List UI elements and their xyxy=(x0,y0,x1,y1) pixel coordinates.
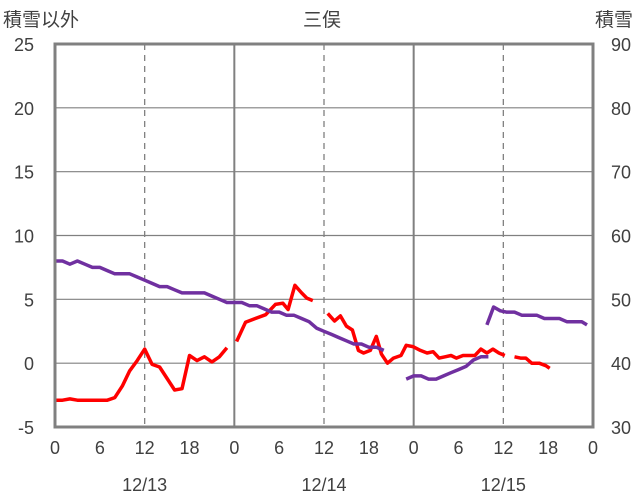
x-tick-label: 6 xyxy=(274,438,284,458)
snow-depth-line xyxy=(405,355,489,381)
left-tick-label: 0 xyxy=(24,354,34,374)
chart-title: 三俣 xyxy=(303,9,341,31)
date-label: 12/15 xyxy=(481,475,526,495)
x-tick-label: 0 xyxy=(588,438,598,458)
left-tick-label: 5 xyxy=(24,290,34,310)
x-tick-label: 6 xyxy=(453,438,463,458)
left-tick-label: 20 xyxy=(14,99,34,119)
right-tick-label: 70 xyxy=(611,163,631,183)
right-axis-label: 積雪 xyxy=(595,9,633,31)
temperature-line xyxy=(235,283,314,343)
date-label: 12/14 xyxy=(301,475,346,495)
x-tick-label: 0 xyxy=(50,438,60,458)
x-tick-label: 12 xyxy=(135,438,155,458)
x-tick-label: 6 xyxy=(95,438,105,458)
temperature-line xyxy=(55,346,229,402)
x-tick-label: 18 xyxy=(538,438,558,458)
right-tick-label: 50 xyxy=(611,290,631,310)
x-tick-label: 0 xyxy=(409,438,419,458)
temperature-line xyxy=(514,355,551,370)
date-label: 12/13 xyxy=(122,475,167,495)
plot-frame xyxy=(53,42,595,429)
snow-depth-line xyxy=(485,305,588,327)
right-tick-label: 90 xyxy=(611,35,631,55)
left-tick-label: 15 xyxy=(14,163,34,183)
x-tick-label: 18 xyxy=(359,438,379,458)
grid xyxy=(55,44,593,427)
right-tick-label: 40 xyxy=(611,354,631,374)
x-tick-label: 12 xyxy=(314,438,334,458)
right-tick-label: 60 xyxy=(611,227,631,247)
series-layer xyxy=(55,259,588,402)
right-tick-label: 80 xyxy=(611,99,631,119)
x-tick-label: 18 xyxy=(179,438,199,458)
snow-depth-line xyxy=(55,259,385,353)
left-tick-label: 10 xyxy=(14,227,34,247)
right-tick-label: 30 xyxy=(611,418,631,438)
left-axis-label: 積雪以外 xyxy=(3,9,79,31)
x-tick-label: 12 xyxy=(493,438,513,458)
temperature-line xyxy=(326,312,506,365)
x-tick-label: 0 xyxy=(229,438,239,458)
left-tick-label: -5 xyxy=(18,418,34,438)
left-tick-label: 25 xyxy=(14,35,34,55)
